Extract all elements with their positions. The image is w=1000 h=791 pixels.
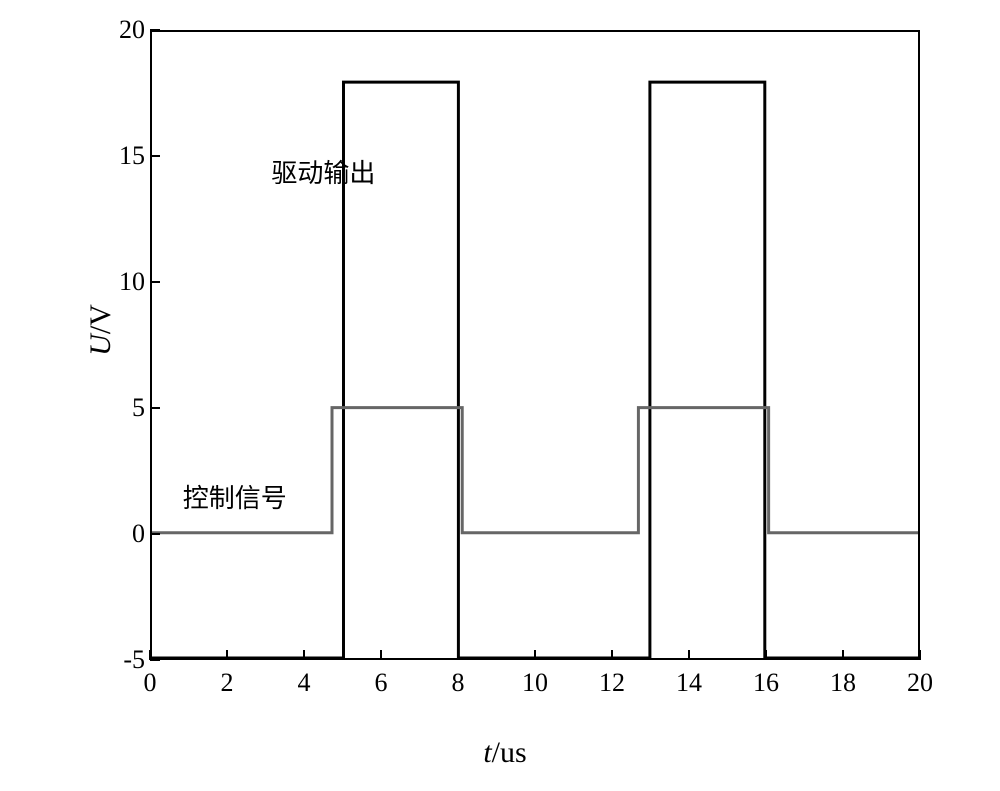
x-tick-label: 6 xyxy=(375,668,388,698)
chart-lines xyxy=(152,32,918,658)
chart-container: U/V 驱动输出控制信号 -505101520 0246810121416182… xyxy=(70,20,940,710)
y-tick-label: 5 xyxy=(132,393,145,423)
x-tick-label: 4 xyxy=(298,668,311,698)
x-tick-mark xyxy=(303,650,305,660)
x-tick-label: 2 xyxy=(221,668,234,698)
x-tick-label: 16 xyxy=(753,668,779,698)
x-tick-label: 0 xyxy=(144,668,157,698)
y-tick-label: 15 xyxy=(119,141,145,171)
x-tick-mark xyxy=(919,650,921,660)
y-tick-mark xyxy=(150,155,160,157)
y-tick-mark xyxy=(150,281,160,283)
plot-area: 驱动输出控制信号 xyxy=(150,30,920,660)
annotation-1: 控制信号 xyxy=(183,478,287,515)
x-tick-mark xyxy=(688,650,690,660)
y-tick-label: 0 xyxy=(132,519,145,549)
y-tick-mark xyxy=(150,29,160,31)
x-tick-mark xyxy=(611,650,613,660)
series-0 xyxy=(152,82,918,658)
y-tick-label: 10 xyxy=(119,267,145,297)
x-axis-label: t/us xyxy=(483,736,526,770)
y-tick-mark xyxy=(150,407,160,409)
y-axis-unit: /V xyxy=(84,304,117,334)
x-tick-label: 18 xyxy=(830,668,856,698)
x-axis-unit: /us xyxy=(492,736,527,769)
x-tick-mark xyxy=(149,650,151,660)
x-tick-label: 8 xyxy=(452,668,465,698)
x-tick-label: 20 xyxy=(907,668,933,698)
x-tick-mark xyxy=(226,650,228,660)
x-tick-label: 12 xyxy=(599,668,625,698)
annotation-0: 驱动输出 xyxy=(271,153,375,190)
x-tick-mark xyxy=(842,650,844,660)
x-tick-mark xyxy=(765,650,767,660)
x-tick-label: 14 xyxy=(676,668,702,698)
x-tick-mark xyxy=(534,650,536,660)
y-tick-label: -5 xyxy=(123,645,145,675)
y-tick-label: 20 xyxy=(119,15,145,45)
y-axis-label: U/V xyxy=(84,304,118,356)
x-tick-label: 10 xyxy=(522,668,548,698)
y-tick-mark xyxy=(150,533,160,535)
y-axis-variable: U xyxy=(84,334,117,356)
y-tick-mark xyxy=(150,659,160,661)
x-tick-mark xyxy=(380,650,382,660)
x-tick-mark xyxy=(457,650,459,660)
